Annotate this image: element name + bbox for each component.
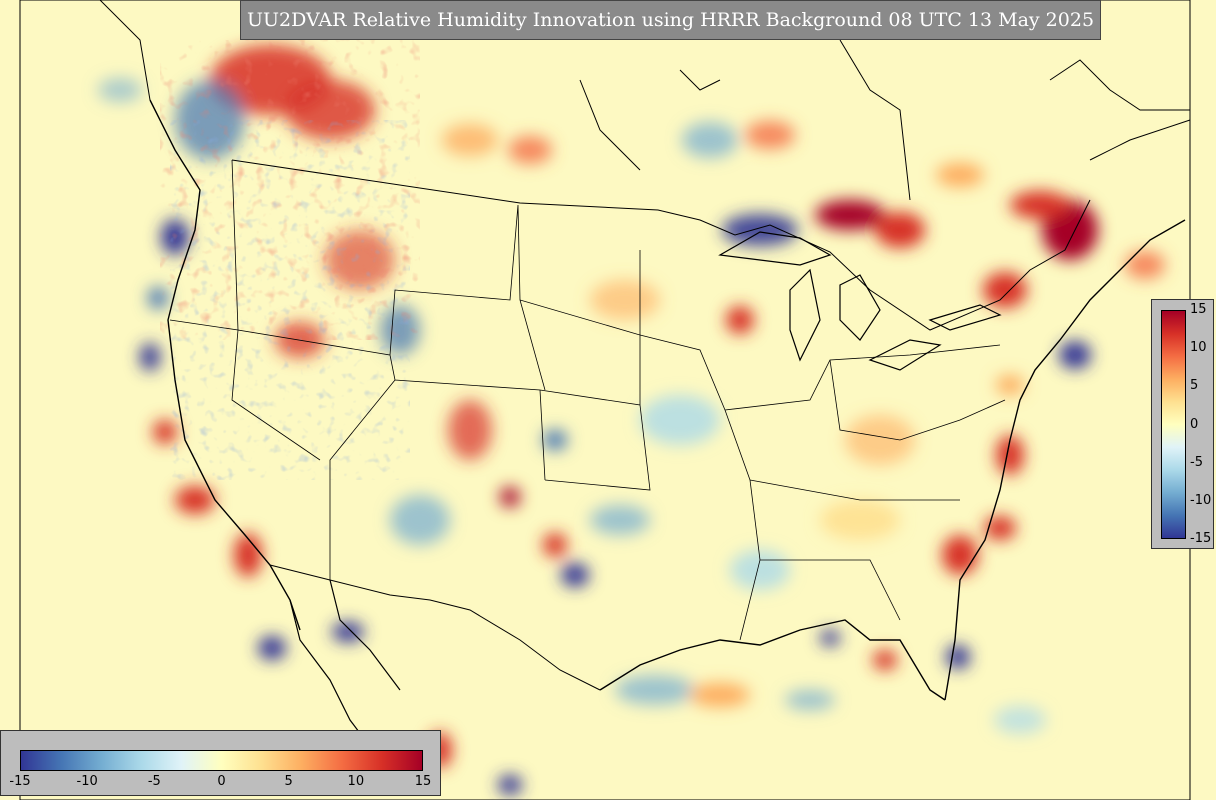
great-lakes (718, 231, 1002, 371)
bottom-colorbar-gradient (20, 750, 423, 771)
right-colorbar-tick: 5 (1190, 378, 1199, 394)
bottom-colorbar: -15 -10 -5 0 5 10 15 (0, 730, 441, 796)
terrain-noise (160, 40, 420, 480)
bottom-colorbar-tick: -15 (9, 774, 31, 789)
hudson-bay-coast (579, 39, 911, 201)
right-colorbar-gradient (1161, 310, 1186, 539)
atlantic-coastline (944, 219, 1186, 701)
northern-coastlines (99, 0, 1191, 161)
bottom-colorbar-tick: 15 (414, 774, 432, 789)
boundary-lines (99, 0, 1191, 796)
bottom-colorbar-tick: 0 (217, 774, 226, 789)
right-colorbar-tick: 15 (1190, 302, 1207, 317)
bottom-colorbar-tick: 10 (347, 774, 365, 789)
bottom-colorbar-tick: -10 (76, 774, 98, 789)
bottom-colorbar-tick: -5 (147, 774, 161, 789)
right-colorbar-tick: -15 (1190, 531, 1212, 546)
right-colorbar-tick: 0 (1190, 416, 1199, 432)
right-colorbar-tick: -5 (1190, 454, 1203, 470)
map-title: UU2DVAR Relative Humidity Innovation usi… (240, 0, 1101, 40)
canada-us-border (231, 159, 1091, 331)
state-lines (169, 159, 1006, 641)
right-colorbar-tick: 10 (1190, 340, 1207, 356)
bottom-colorbar-tick: 5 (284, 774, 293, 789)
mexico-border (269, 564, 601, 691)
right-colorbar: 15 10 5 0 -5 -10 -15 (1151, 299, 1214, 549)
gulf-coastline (599, 619, 946, 701)
right-colorbar-tick: -10 (1190, 492, 1212, 508)
